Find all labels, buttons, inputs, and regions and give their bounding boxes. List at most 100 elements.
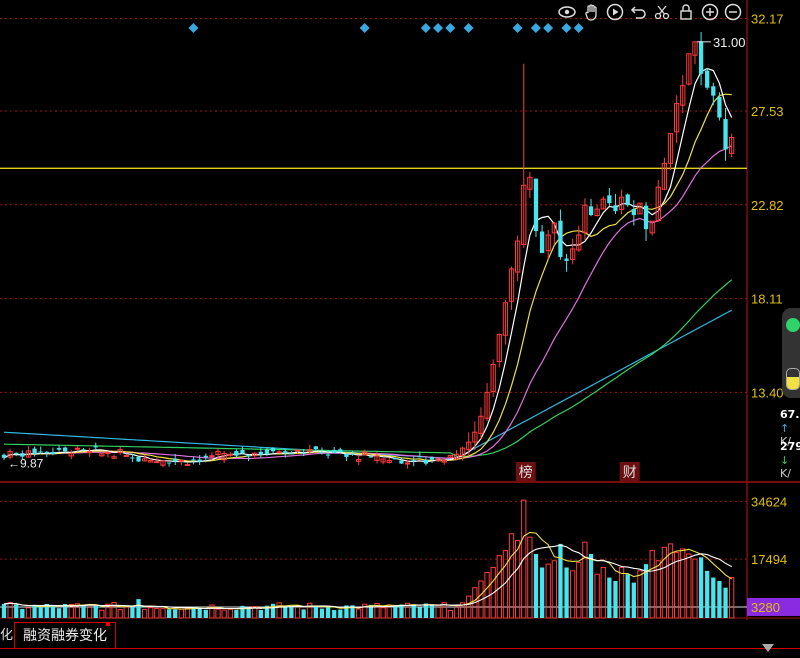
price-tick-label: 13.40 <box>751 385 784 400</box>
candle-body <box>594 208 600 217</box>
play-icon[interactable] <box>605 2 625 22</box>
candle-body <box>393 458 398 460</box>
volume-bar <box>105 603 111 619</box>
volume-bar <box>123 606 129 619</box>
tab-margin-trading[interactable]: 融资融券变化 <box>14 622 116 649</box>
candle-body <box>625 194 630 206</box>
volume-bar <box>56 608 62 618</box>
candle-body <box>44 451 49 454</box>
ma10-line <box>3 93 732 462</box>
candle-body <box>643 205 649 230</box>
candle-body <box>637 202 643 215</box>
volume-bar <box>50 606 56 618</box>
candle-body <box>252 452 258 457</box>
candle-body <box>166 462 172 464</box>
candle-body <box>221 453 227 461</box>
volume-bar <box>154 608 160 619</box>
volume-bar <box>478 580 484 619</box>
indicator-row-2: ↓ K/ <box>780 454 800 480</box>
candle-body <box>600 198 606 210</box>
candle-body <box>649 220 655 234</box>
event-diamond-icon <box>530 23 541 33</box>
volume-bar <box>508 533 515 619</box>
lock-icon[interactable] <box>676 2 696 22</box>
event-diamond-icon <box>512 23 523 33</box>
candle-body <box>466 441 472 451</box>
scroll-down-icon[interactable] <box>762 644 774 652</box>
candle-body <box>655 186 661 222</box>
ma5-line <box>3 67 733 463</box>
candle-body <box>38 451 43 453</box>
candle-body <box>496 334 502 363</box>
candle-body <box>63 447 68 452</box>
volume-bar <box>607 577 612 618</box>
volume-ma5-line <box>3 531 732 610</box>
volume-bar <box>545 563 551 619</box>
candle-body <box>558 220 563 257</box>
volume-bar <box>680 548 686 619</box>
candle-body <box>705 70 710 88</box>
candle-body <box>160 460 166 466</box>
volume-bar <box>466 595 472 619</box>
event-diamond-icon <box>445 23 456 33</box>
candle-body <box>618 196 625 210</box>
volume-bar <box>447 610 454 619</box>
candle-body <box>362 451 368 456</box>
volume-bar <box>1 603 7 618</box>
volume-bar <box>197 607 202 618</box>
candle-body <box>478 415 484 434</box>
volume-bar <box>649 550 655 619</box>
volume-bar <box>38 606 43 618</box>
volume-bar <box>594 573 600 619</box>
volume-bar <box>380 607 386 619</box>
arrow-up-icon: ↑ <box>780 422 790 435</box>
side-widget[interactable] <box>782 308 800 398</box>
undo-icon[interactable] <box>629 2 649 22</box>
candle-body <box>350 453 355 455</box>
volume-bar <box>148 607 154 619</box>
candle-body <box>111 456 117 459</box>
volume-bar <box>32 604 37 618</box>
volume-bar <box>692 558 698 619</box>
candle-body <box>148 459 154 463</box>
candle-body <box>661 162 668 190</box>
candle-body <box>570 248 576 260</box>
volume-bar <box>301 609 306 618</box>
volume-bar <box>490 566 496 619</box>
candle-body <box>680 85 686 106</box>
level-gauge-fill <box>787 377 799 389</box>
candle-body <box>209 455 215 458</box>
candle-body <box>441 459 447 463</box>
volume-current-box <box>747 597 800 616</box>
indicator-row-1: ↑ K/ <box>780 422 800 448</box>
candle-body <box>130 457 135 459</box>
candle-body <box>32 448 37 454</box>
candle-body <box>319 452 325 454</box>
eye-icon[interactable] <box>557 2 577 22</box>
event-diamond-icon <box>359 23 370 33</box>
zoom-out-icon[interactable] <box>723 2 743 22</box>
candle-body <box>301 452 306 454</box>
volume-bar <box>729 577 735 619</box>
hand-icon[interactable] <box>582 2 602 22</box>
event-diamond-icon <box>433 23 444 33</box>
candle-body <box>502 302 509 336</box>
zoom-in-icon[interactable] <box>700 2 720 22</box>
scissors-icon[interactable] <box>652 2 672 22</box>
volume-bar <box>270 603 276 618</box>
candle-body <box>356 459 362 462</box>
volume-bar <box>332 610 337 618</box>
volume-bar <box>184 607 191 619</box>
volume-bar <box>63 604 68 618</box>
volume-bar <box>344 605 349 618</box>
volume-bar <box>136 599 141 618</box>
volume-bar <box>570 570 576 619</box>
volume-bar <box>130 607 135 618</box>
level-gauge <box>786 368 800 390</box>
candle-body <box>276 451 282 454</box>
candle-body <box>435 458 441 462</box>
candle-body <box>368 456 374 458</box>
event-tag-label: 财 <box>623 465 637 481</box>
candle-body <box>698 41 704 74</box>
